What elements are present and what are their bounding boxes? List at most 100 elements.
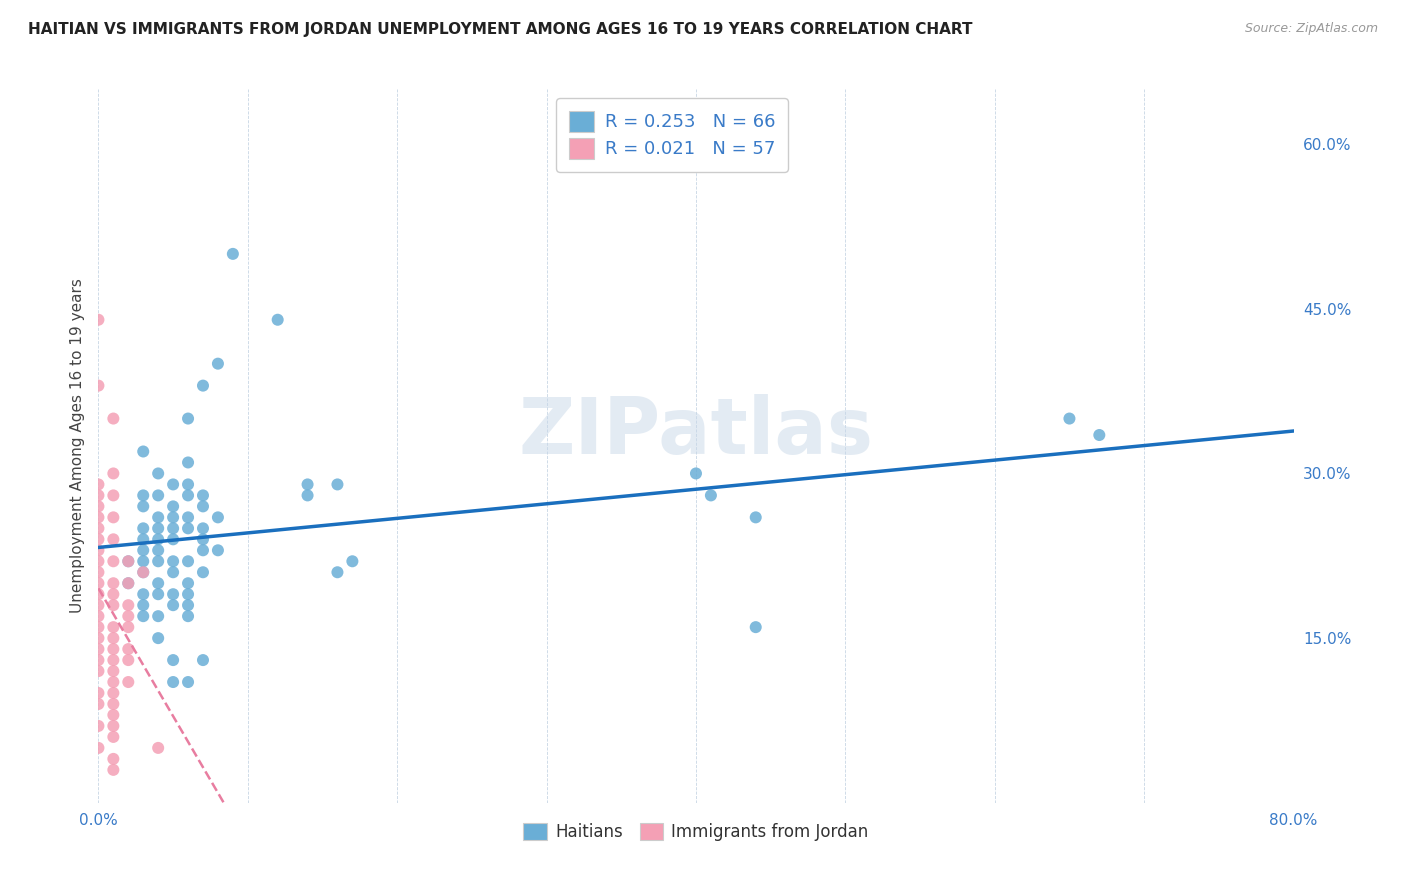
Point xyxy=(103,620,125,634)
Point xyxy=(222,247,245,261)
Point xyxy=(148,554,170,568)
Point xyxy=(132,554,155,568)
Point xyxy=(103,533,125,547)
Point xyxy=(148,576,170,591)
Text: HAITIAN VS IMMIGRANTS FROM JORDAN UNEMPLOYMENT AMONG AGES 16 TO 19 YEARS CORRELA: HAITIAN VS IMMIGRANTS FROM JORDAN UNEMPL… xyxy=(28,22,973,37)
Point xyxy=(87,631,110,645)
Point xyxy=(103,576,125,591)
Point xyxy=(87,664,110,678)
Point xyxy=(162,477,184,491)
Point xyxy=(87,500,110,514)
Point xyxy=(148,609,170,624)
Point xyxy=(87,554,110,568)
Point xyxy=(162,675,184,690)
Point xyxy=(148,587,170,601)
Point xyxy=(132,444,155,458)
Point xyxy=(162,510,184,524)
Point xyxy=(132,543,155,558)
Point xyxy=(132,488,155,502)
Point xyxy=(1088,428,1111,442)
Point xyxy=(191,378,214,392)
Point xyxy=(103,686,125,700)
Point xyxy=(685,467,707,481)
Point xyxy=(87,587,110,601)
Point xyxy=(117,620,139,634)
Point xyxy=(103,763,125,777)
Point xyxy=(132,566,155,580)
Point xyxy=(117,598,139,612)
Point xyxy=(87,543,110,558)
Point xyxy=(297,488,319,502)
Point xyxy=(177,554,200,568)
Point xyxy=(207,543,229,558)
Point xyxy=(162,521,184,535)
Point xyxy=(148,631,170,645)
Point xyxy=(87,719,110,733)
Point xyxy=(103,554,125,568)
Point xyxy=(103,730,125,744)
Point xyxy=(177,488,200,502)
Point xyxy=(117,675,139,690)
Point xyxy=(103,642,125,657)
Point xyxy=(162,566,184,580)
Point xyxy=(103,675,125,690)
Point xyxy=(87,477,110,491)
Point xyxy=(103,411,125,425)
Point xyxy=(177,598,200,612)
Point xyxy=(177,510,200,524)
Point xyxy=(162,500,184,514)
Point xyxy=(87,521,110,535)
Point xyxy=(162,587,184,601)
Point xyxy=(117,642,139,657)
Point xyxy=(132,521,155,535)
Point xyxy=(87,378,110,392)
Point xyxy=(177,521,200,535)
Point xyxy=(745,510,768,524)
Point xyxy=(117,653,139,667)
Point xyxy=(148,488,170,502)
Point xyxy=(191,500,214,514)
Point xyxy=(177,455,200,469)
Point xyxy=(87,609,110,624)
Point xyxy=(103,664,125,678)
Text: Source: ZipAtlas.com: Source: ZipAtlas.com xyxy=(1244,22,1378,36)
Legend: Haitians, Immigrants from Jordan: Haitians, Immigrants from Jordan xyxy=(517,816,875,848)
Point xyxy=(177,609,200,624)
Point xyxy=(87,598,110,612)
Point xyxy=(117,576,139,591)
Point xyxy=(103,631,125,645)
Point xyxy=(87,620,110,634)
Point xyxy=(177,411,200,425)
Text: ZIPatlas: ZIPatlas xyxy=(519,393,873,470)
Point xyxy=(103,598,125,612)
Point xyxy=(177,675,200,690)
Point xyxy=(326,566,349,580)
Point xyxy=(267,312,290,326)
Point xyxy=(191,543,214,558)
Point xyxy=(87,488,110,502)
Point xyxy=(103,653,125,667)
Point xyxy=(117,609,139,624)
Point xyxy=(87,576,110,591)
Point xyxy=(103,752,125,766)
Point xyxy=(177,587,200,601)
Point xyxy=(103,708,125,723)
Point xyxy=(191,653,214,667)
Point xyxy=(117,554,139,568)
Point xyxy=(207,357,229,371)
Point xyxy=(148,543,170,558)
Point xyxy=(132,609,155,624)
Point xyxy=(148,533,170,547)
Point xyxy=(191,521,214,535)
Point xyxy=(132,598,155,612)
Point xyxy=(700,488,723,502)
Y-axis label: Unemployment Among Ages 16 to 19 years: Unemployment Among Ages 16 to 19 years xyxy=(69,278,84,614)
Point xyxy=(117,576,139,591)
Point xyxy=(162,533,184,547)
Point xyxy=(191,566,214,580)
Point xyxy=(103,467,125,481)
Point xyxy=(297,477,319,491)
Point xyxy=(207,510,229,524)
Point xyxy=(87,653,110,667)
Point xyxy=(87,566,110,580)
